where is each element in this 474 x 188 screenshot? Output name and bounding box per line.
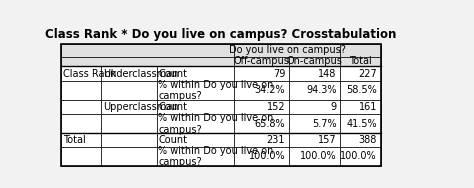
Bar: [234, 57, 289, 66]
Text: 94.3%: 94.3%: [306, 85, 337, 95]
Bar: [340, 66, 381, 81]
Bar: [101, 66, 156, 81]
Text: 227: 227: [358, 69, 377, 79]
Bar: [61, 44, 381, 166]
Bar: [234, 100, 289, 114]
Text: On-campus: On-campus: [287, 56, 343, 66]
Bar: [101, 147, 156, 166]
Bar: [234, 81, 289, 100]
Bar: [340, 44, 381, 57]
Text: Underclassman: Underclassman: [103, 69, 178, 79]
Bar: [289, 81, 340, 100]
Bar: [289, 147, 340, 166]
Text: 58.5%: 58.5%: [346, 85, 377, 95]
Bar: [156, 81, 234, 100]
Bar: [156, 133, 234, 147]
Text: 9: 9: [330, 102, 337, 112]
Text: 41.5%: 41.5%: [346, 119, 377, 129]
Bar: [156, 114, 234, 133]
Text: Count: Count: [158, 135, 187, 145]
Bar: [61, 57, 234, 66]
Text: Upperclassman: Upperclassman: [103, 102, 179, 112]
Text: 34.2%: 34.2%: [255, 85, 285, 95]
Bar: [61, 100, 101, 114]
Text: Class Rank * Do you live on campus? Crosstabulation: Class Rank * Do you live on campus? Cros…: [45, 28, 397, 41]
Text: 161: 161: [359, 102, 377, 112]
Text: Off-campus: Off-campus: [233, 56, 289, 66]
Bar: [61, 81, 101, 100]
Bar: [156, 66, 234, 81]
Text: 388: 388: [359, 135, 377, 145]
Bar: [340, 100, 381, 114]
Text: 65.8%: 65.8%: [255, 119, 285, 129]
Text: % within Do you live on
campus?: % within Do you live on campus?: [158, 146, 273, 167]
Bar: [156, 147, 234, 166]
Bar: [61, 114, 101, 133]
Bar: [61, 147, 101, 166]
Text: Total: Total: [64, 135, 86, 145]
Text: 152: 152: [266, 102, 285, 112]
Bar: [234, 66, 289, 81]
Bar: [156, 100, 234, 114]
Bar: [289, 133, 340, 147]
Text: % within Do you live on
campus?: % within Do you live on campus?: [158, 113, 273, 135]
Text: Count: Count: [158, 102, 187, 112]
Text: Total: Total: [349, 56, 372, 66]
Bar: [234, 133, 289, 147]
Text: 100.0%: 100.0%: [248, 151, 285, 161]
Text: 231: 231: [267, 135, 285, 145]
Text: Count: Count: [158, 69, 187, 79]
Bar: [289, 57, 340, 66]
Text: 100.0%: 100.0%: [340, 151, 377, 161]
Bar: [61, 44, 234, 57]
Text: 5.7%: 5.7%: [312, 119, 337, 129]
Bar: [340, 81, 381, 100]
Bar: [340, 147, 381, 166]
Bar: [101, 81, 156, 100]
Text: Class Rank: Class Rank: [64, 69, 117, 79]
Bar: [234, 114, 289, 133]
Text: Do you live on campus?: Do you live on campus?: [228, 45, 346, 55]
Bar: [101, 114, 156, 133]
Bar: [340, 57, 381, 66]
Text: 148: 148: [318, 69, 337, 79]
Bar: [289, 66, 340, 81]
Bar: [234, 44, 340, 57]
Bar: [234, 147, 289, 166]
Text: 100.0%: 100.0%: [300, 151, 337, 161]
Bar: [61, 66, 101, 81]
Text: % within Do you live on
campus?: % within Do you live on campus?: [158, 80, 273, 101]
Bar: [101, 133, 156, 147]
Bar: [340, 114, 381, 133]
Bar: [61, 133, 101, 147]
Text: 79: 79: [273, 69, 285, 79]
Bar: [289, 114, 340, 133]
Bar: [340, 133, 381, 147]
Text: 157: 157: [318, 135, 337, 145]
Bar: [101, 100, 156, 114]
Bar: [289, 100, 340, 114]
